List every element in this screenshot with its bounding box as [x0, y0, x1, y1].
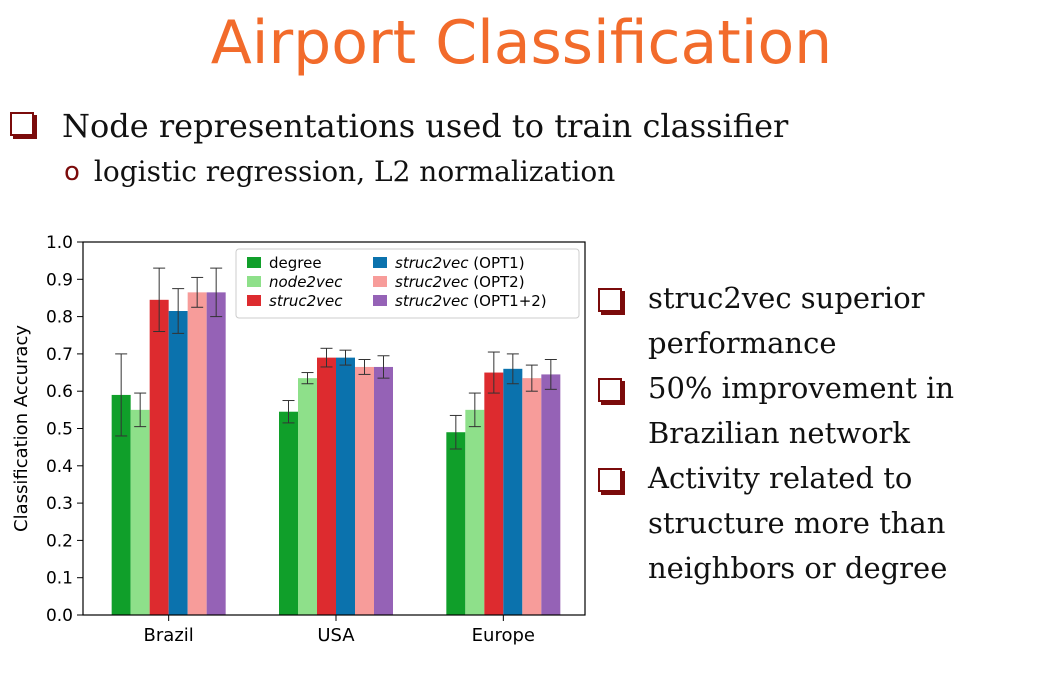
- legend-swatch: [373, 276, 387, 287]
- bar: [279, 411, 298, 615]
- bar: [541, 374, 561, 615]
- checkbox-bullet-icon: [598, 468, 622, 492]
- bar: [503, 368, 523, 615]
- bar: [130, 409, 150, 615]
- right-bullet-text: 50% improvement in Brazilian network: [648, 371, 955, 450]
- x-tick-label: USA: [317, 625, 355, 646]
- y-tick-label: 0.7: [46, 345, 73, 365]
- legend-label: degree: [269, 254, 322, 272]
- bar: [149, 299, 169, 615]
- right-bullet-item: struc2vec superior performance: [598, 276, 1038, 366]
- legend-label: struc2vec (OPT1+2): [395, 292, 547, 310]
- sub-bullet-text: logistic regression, L2 normalization: [93, 155, 616, 188]
- legend-swatch: [373, 257, 387, 268]
- bar: [355, 366, 374, 615]
- legend-label: struc2vec (OPT2): [395, 273, 525, 291]
- x-tick-label: Brazil: [144, 625, 194, 646]
- right-bullet-item: Activity related to structure more than …: [598, 456, 1038, 591]
- legend-swatch: [247, 276, 261, 287]
- bullet-text: Node representations used to train class…: [62, 107, 789, 145]
- bar: [168, 311, 188, 615]
- y-tick-label: 0.3: [46, 494, 73, 514]
- bar: [522, 378, 542, 615]
- right-bullet-list: struc2vec superior performance 50% impro…: [598, 276, 1038, 591]
- bar: [484, 372, 504, 615]
- y-tick-label: 0.4: [46, 457, 73, 477]
- y-tick-label: 0.0: [46, 606, 73, 626]
- legend-swatch: [247, 257, 261, 268]
- bar: [446, 432, 466, 615]
- checkbox-bullet-icon: [598, 288, 622, 312]
- bar: [374, 366, 393, 615]
- legend-label: struc2vec: [269, 292, 343, 310]
- y-axis-label: Classification Accuracy: [11, 325, 32, 532]
- sub-bullet-marker: o: [64, 157, 80, 187]
- y-tick-label: 0.9: [46, 270, 73, 290]
- legend-label: node2vec: [269, 273, 343, 291]
- y-tick-label: 0.2: [46, 531, 73, 551]
- y-tick-label: 1.0: [46, 233, 73, 253]
- bar: [317, 357, 336, 615]
- plot-frame: [82, 241, 586, 616]
- sub-bullet-item: o logistic regression, L2 normalization: [64, 154, 615, 190]
- right-bullet-text: Activity related to structure more than …: [648, 461, 948, 585]
- legend-box: [235, 248, 580, 319]
- checkbox-bullet-icon: [10, 112, 34, 136]
- bar: [336, 357, 355, 615]
- bar: [206, 292, 226, 615]
- checkbox-bullet-icon: [598, 378, 622, 402]
- legend-label: struc2vec (OPT1): [395, 254, 525, 272]
- y-tick-label: 0.6: [46, 382, 73, 402]
- bar: [465, 409, 485, 615]
- bar-chart: 0.0 0.1 0.2 0.3 0.4 0.5 0.6 0.7 0.8 0.9 1.0 Classif…: [11, 233, 586, 646]
- legend-swatch: [247, 295, 261, 306]
- right-bullet-text: struc2vec superior performance: [648, 281, 925, 360]
- slide-title: Airport Classification: [210, 8, 833, 78]
- bar: [111, 394, 131, 615]
- bar: [187, 292, 207, 615]
- y-tick-label: 0.5: [46, 420, 73, 440]
- right-bullet-item: 50% improvement in Brazilian network: [598, 366, 1038, 456]
- legend-swatch: [373, 295, 387, 306]
- y-tick-label: 0.1: [46, 569, 73, 589]
- x-tick-label: Europe: [472, 625, 535, 646]
- bar: [298, 378, 317, 615]
- y-tick-label: 0.8: [46, 308, 73, 328]
- bullet-item: Node representations used to train class…: [10, 106, 788, 146]
